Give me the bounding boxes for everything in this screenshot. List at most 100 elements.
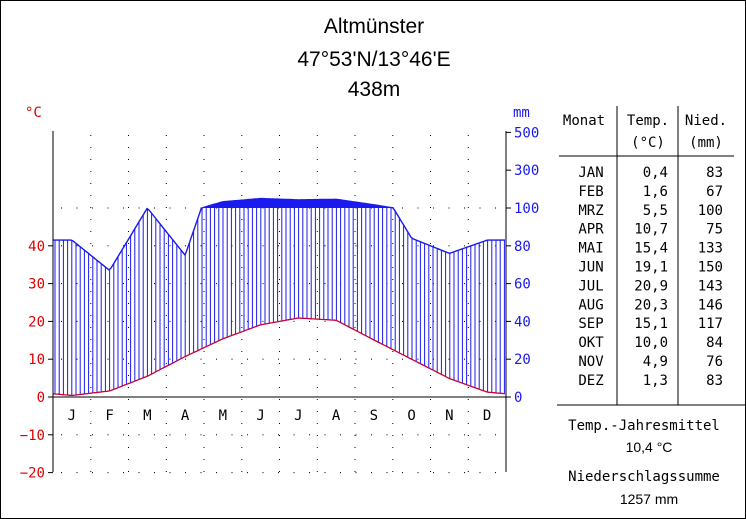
grid-dot — [392, 291, 394, 292]
grid-dot — [467, 399, 469, 400]
month-label: N — [445, 408, 453, 424]
grid-dot — [107, 320, 109, 322]
table-cell-temp: 15,4 — [634, 241, 668, 257]
grid-dot — [279, 399, 280, 400]
grid-dot — [467, 255, 469, 256]
grid-dot — [165, 447, 167, 448]
table-cell-month: MAI — [578, 241, 603, 257]
grid-dot — [90, 231, 92, 232]
grid-dot — [76, 320, 78, 322]
grid-dot — [200, 320, 202, 322]
grid-dot — [467, 471, 469, 472]
grid-dot — [316, 219, 318, 220]
grid-dot — [165, 183, 167, 184]
grid-dot — [448, 434, 450, 436]
grid-dot — [479, 320, 481, 322]
grid-dot — [279, 135, 280, 136]
grid-dot — [316, 159, 318, 160]
grid-dot — [169, 207, 171, 209]
grid-dot — [392, 363, 394, 364]
table-cell-temp: 10,7 — [634, 222, 668, 238]
grid-dot — [279, 291, 280, 292]
temp-tick-label: 20 — [28, 314, 45, 330]
grid-dot — [354, 471, 356, 472]
grid-dot — [165, 315, 167, 316]
grid-dot — [165, 207, 167, 208]
grid-dot — [279, 171, 280, 172]
grid-dot — [123, 472, 124, 474]
temp-tick-label: −10 — [20, 428, 45, 444]
grid-dot — [467, 231, 469, 232]
grid-dot — [479, 245, 481, 247]
grid-dot — [90, 387, 92, 388]
table-cell-temp: 10,0 — [634, 335, 668, 351]
grid-dot — [355, 472, 357, 474]
grid-dot — [92, 472, 93, 474]
precip-unit-label: mm — [513, 105, 530, 121]
grid-dot — [154, 320, 155, 322]
grid-dot — [354, 231, 356, 232]
grid-dot — [90, 159, 92, 160]
annual-sum-label: Niederschlagssumme — [568, 469, 720, 485]
grid-dot — [123, 283, 124, 285]
grid-dot — [279, 255, 280, 256]
grid-dot — [309, 320, 310, 322]
grid-dot — [316, 363, 318, 364]
grid-dot — [316, 195, 318, 196]
grid-dot — [467, 339, 469, 340]
grid-dot — [90, 411, 92, 412]
grid-dot — [241, 219, 243, 220]
table-cell-temp: 1,6 — [643, 184, 668, 200]
grid-dot — [279, 339, 280, 340]
grid-dot — [128, 411, 129, 412]
grid-dot — [402, 320, 403, 322]
grid-dot — [392, 135, 394, 136]
grid-dot — [203, 375, 205, 376]
grid-dot — [247, 320, 248, 322]
grid-dot — [154, 283, 155, 285]
grid-dot — [316, 231, 318, 232]
table-cell-precip: 67 — [706, 184, 723, 200]
grid-dot — [90, 459, 92, 460]
grid-dot — [316, 255, 318, 256]
grid-dot — [371, 283, 372, 285]
grid-dot — [165, 399, 167, 400]
grid-dot — [417, 207, 419, 209]
grid-dot — [309, 472, 310, 474]
grid-dot — [324, 283, 326, 285]
grid-dot — [123, 358, 124, 360]
grid-dot — [203, 351, 205, 352]
grid-dot — [165, 339, 167, 340]
grid-dot — [90, 207, 92, 208]
grid-dot — [241, 195, 243, 196]
table-cell-month: MRZ — [578, 203, 603, 219]
grid-dot — [467, 459, 469, 460]
grid-dot — [128, 291, 129, 292]
grid-dot — [392, 339, 394, 340]
grid-dot — [430, 303, 431, 304]
table-cell-precip: 150 — [698, 260, 723, 276]
grid-dot — [128, 399, 129, 400]
grid-dot — [90, 135, 92, 136]
precip-tick-label: 300 — [514, 163, 539, 179]
grid-dot — [90, 267, 92, 268]
grid-dot — [203, 423, 205, 424]
grid-dot — [430, 219, 431, 220]
grid-dot — [386, 472, 388, 474]
grid-dot — [430, 411, 431, 412]
grid-dot — [185, 434, 186, 436]
grid-dot — [355, 358, 357, 360]
grid-dot — [354, 255, 356, 256]
grid-dot — [279, 231, 280, 232]
grid-dot — [128, 147, 129, 148]
grid-dot — [316, 387, 318, 388]
grid-dot — [448, 320, 450, 322]
grid-dot — [417, 320, 419, 322]
grid-dot — [76, 434, 78, 436]
month-label: F — [105, 408, 113, 424]
grid-dot — [90, 303, 92, 304]
month-label: O — [407, 408, 415, 424]
grid-dot — [392, 243, 394, 244]
grid-dot — [241, 303, 243, 304]
grid-dot — [309, 283, 310, 285]
